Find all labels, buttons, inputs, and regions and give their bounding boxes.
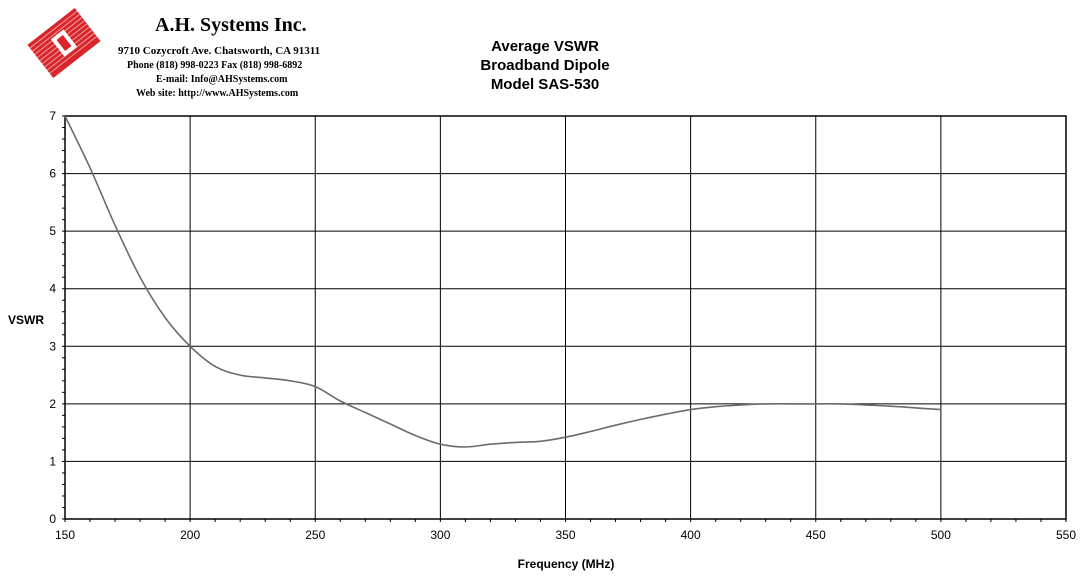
vswr-data-point — [665, 414, 666, 415]
vswr-data-point — [490, 444, 491, 445]
chart-axes — [62, 115, 1067, 522]
vswr-data-point — [615, 425, 616, 426]
x-tick-label: 200 — [180, 528, 200, 542]
x-axis-label: Frequency (MHz) — [518, 557, 615, 571]
vswr-data-point — [290, 380, 291, 381]
vswr-data-point — [515, 442, 516, 443]
vswr-data-point — [915, 407, 916, 408]
x-tick-label: 500 — [931, 528, 951, 542]
vswr-data-point — [865, 404, 866, 405]
vswr-data-point — [840, 403, 841, 404]
y-tick-label: 4 — [49, 282, 56, 296]
vswr-data-point — [465, 446, 466, 447]
vswr-data-point — [340, 400, 341, 401]
company-phone: Phone (818) 998-0223 Fax (818) 998-6892 — [127, 60, 303, 71]
vswr-data-point — [790, 403, 791, 404]
vswr-data-point — [590, 431, 591, 432]
x-tick-label: 400 — [681, 528, 701, 542]
vswr-data-point — [765, 403, 766, 404]
vswr-data-point — [565, 437, 566, 438]
company-name: A.H. Systems Inc. — [155, 14, 307, 36]
chart-tick-labels: 150 200 250 300 350 400 450 500 550 0 1 2 3 4 5 6 7 — [49, 109, 1076, 542]
vswr-data-point — [64, 115, 65, 116]
y-tick-label: 5 — [49, 224, 56, 238]
y-axis-label: VSWR — [8, 313, 44, 327]
company-email: E-mail: Info@AHSystems.com — [156, 74, 288, 85]
vswr-data-point — [240, 374, 241, 375]
chart-title-line-1: Average VSWR — [491, 38, 599, 55]
vswr-series-line — [64, 115, 941, 448]
x-tick-label: 300 — [430, 528, 450, 542]
company-logo — [27, 8, 101, 78]
vswr-data-point — [265, 377, 266, 378]
x-tick-label: 250 — [305, 528, 325, 542]
x-tick-label: 450 — [806, 528, 826, 542]
vswr-data-point — [815, 403, 816, 404]
y-tick-label: 7 — [49, 109, 56, 123]
chart-title-line-2: Broadband Dipole — [480, 57, 610, 74]
company-address: 9710 Cozycroft Ave. Chatsworth, CA 91311 — [118, 45, 321, 57]
vswr-data-point — [715, 406, 716, 407]
x-tick-label: 350 — [555, 528, 575, 542]
vswr-data-point — [540, 441, 541, 442]
vswr-data-point — [114, 225, 115, 226]
chart-grid — [64, 115, 1067, 520]
vswr-data-point — [390, 423, 391, 424]
vswr-data-point — [89, 167, 90, 168]
vswr-data-point — [690, 409, 691, 410]
vswr-data-point — [415, 435, 416, 436]
vswr-data-point — [940, 409, 941, 410]
vswr-data-point — [139, 277, 140, 278]
vswr-data-point — [890, 406, 891, 407]
vswr-data-point — [190, 346, 191, 347]
vswr-data-point — [215, 366, 216, 367]
chart-title-line-3: Model SAS-530 — [490, 76, 600, 93]
y-tick-label: 0 — [49, 512, 56, 526]
y-tick-label: 1 — [49, 454, 56, 468]
chart-series — [64, 115, 941, 448]
vswr-data-point — [365, 412, 366, 413]
x-tick-label: 150 — [55, 528, 75, 542]
vswr-data-point — [740, 404, 741, 405]
y-tick-label: 2 — [49, 397, 56, 411]
company-website: Web site: http://www.AHSystems.com — [136, 88, 299, 99]
vswr-data-point — [165, 317, 166, 318]
vswr-data-point — [440, 444, 441, 445]
y-tick-label: 3 — [49, 339, 56, 353]
y-tick-label: 6 — [49, 167, 56, 181]
x-tick-label: 550 — [1056, 528, 1076, 542]
vswr-data-point — [315, 386, 316, 387]
vswr-data-point — [640, 419, 641, 420]
